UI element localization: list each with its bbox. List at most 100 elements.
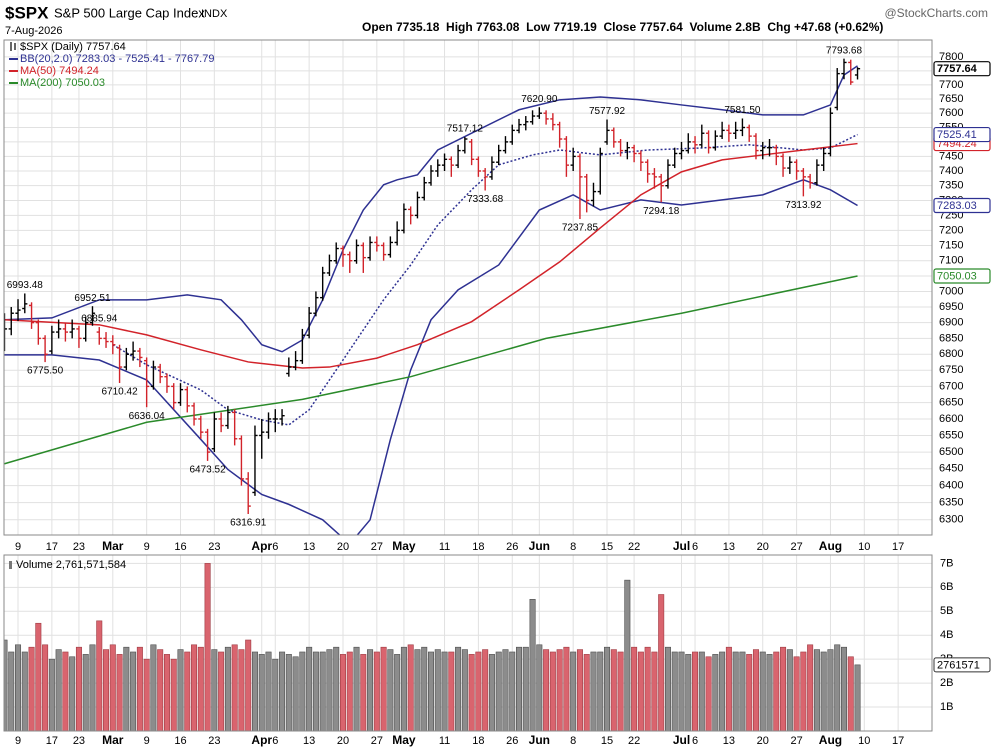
volume-bar <box>285 654 292 731</box>
volume-bar <box>292 656 299 731</box>
x-tick-label: 11 <box>439 735 450 747</box>
volume-bar <box>400 646 407 731</box>
ohlc-bar <box>827 107 834 157</box>
symbol: $SPX <box>5 3 49 22</box>
x-tick-label: 20 <box>337 541 349 553</box>
y-tick-label: 7350 <box>939 180 963 192</box>
volume-bar <box>752 649 759 731</box>
y-tick-label: 6900 <box>939 317 963 329</box>
y-tick-label: 6300 <box>939 514 963 526</box>
ohlc-bar <box>421 176 427 201</box>
ohlc-bar <box>611 127 617 148</box>
x-tick-label: 6 <box>692 541 698 553</box>
volume-bar <box>82 654 89 731</box>
volume-bar <box>576 649 583 731</box>
volume-bar <box>705 656 712 731</box>
volume-bar <box>536 644 543 731</box>
ohlc-bar <box>726 124 732 142</box>
price-annotation: 7517.12 <box>447 124 484 135</box>
volume-bar <box>570 651 577 731</box>
x-tick-label: 18 <box>472 541 484 553</box>
x-tick-label: 23 <box>73 541 85 553</box>
volume-bar <box>725 646 732 731</box>
price-annotation: 6952.51 <box>74 293 111 304</box>
volume-bar <box>529 598 536 731</box>
ohlc-bar <box>42 335 48 363</box>
volume-bar <box>184 651 191 731</box>
volume-bar <box>759 651 766 731</box>
y-tick-label: 7000 <box>939 285 963 297</box>
y-tick-label: 7450 <box>939 150 963 162</box>
volume-bar <box>163 654 170 731</box>
ohlc-bar <box>631 144 637 163</box>
ohlc-bar <box>665 159 671 189</box>
volume-bar <box>692 651 699 731</box>
volume-bar <box>326 649 333 731</box>
ohlc-bar <box>177 383 184 406</box>
volume-bar <box>624 579 631 731</box>
ohlc-bar <box>387 236 393 258</box>
x-tick-label: Aug <box>819 539 842 553</box>
x-tick-label: 17 <box>46 735 58 747</box>
ohlc-bar <box>719 121 725 140</box>
y-tick-label: 7800 <box>939 51 963 63</box>
x-tick-label: 23 <box>208 735 220 747</box>
volume-bar <box>8 651 15 731</box>
x-tick-label: 17 <box>46 541 58 553</box>
volume-bar <box>847 656 854 731</box>
value-tag-label: 2761571 <box>937 659 980 671</box>
ohlc-bar <box>414 191 421 219</box>
volume-bar <box>306 646 313 731</box>
ohlc-bar <box>83 316 89 342</box>
ohlc-bar <box>678 141 685 160</box>
ohlc-bar <box>408 206 414 225</box>
volume-bar <box>590 651 597 731</box>
ohlc-bar <box>76 325 82 348</box>
volume-bar <box>312 651 319 731</box>
value-tag-label: 7283.03 <box>937 200 977 212</box>
ohlc-bar <box>597 147 603 195</box>
volume-bar <box>549 651 556 731</box>
y-tick-label: 2B <box>940 677 953 689</box>
exchange: INDX <box>201 8 228 20</box>
panel-frame <box>3 39 933 536</box>
x-tick-label: Mar <box>102 539 124 553</box>
volume-bar <box>373 651 380 731</box>
volume-bar <box>488 654 495 731</box>
ohlc-bar <box>49 325 55 355</box>
ohlc-bar <box>56 319 62 339</box>
ohlc-bar <box>35 319 41 345</box>
x-tick-label: Mar <box>102 733 124 747</box>
ohlc-bar <box>184 386 190 413</box>
ohlc-bar <box>766 139 773 157</box>
ohlc-bar <box>543 110 549 125</box>
volume-bar <box>150 644 157 731</box>
volume-bar <box>170 658 177 731</box>
panel-frame <box>3 554 933 732</box>
volume-bar <box>468 654 475 731</box>
volume-bar <box>678 651 685 731</box>
volume-bar <box>197 646 204 731</box>
ohlc-bar <box>428 165 434 186</box>
price-annotation: 6636.04 <box>129 411 166 422</box>
volume-bar <box>563 646 570 731</box>
volume-bar <box>109 644 116 731</box>
ohlc-bar <box>570 147 576 171</box>
volume-bar <box>116 654 123 731</box>
x-tick-label: 23 <box>208 541 220 553</box>
x-tick-label: 10 <box>858 541 870 553</box>
x-tick-label: 15 <box>601 541 613 553</box>
quote: Open 7735.18 High 7763.08 Low 7719.19 Cl… <box>362 20 883 34</box>
volume-bar <box>448 651 455 731</box>
ohlc-bar <box>22 293 28 314</box>
x-tick-label: 13 <box>723 735 735 747</box>
volume-bar <box>475 651 482 731</box>
y-tick-label: 6750 <box>939 364 963 376</box>
volume-bar <box>353 646 360 731</box>
ohlc-bar <box>313 291 319 317</box>
value-tag-label: 7525.41 <box>937 129 977 141</box>
ohlc-bar <box>502 136 509 154</box>
price-plot <box>4 58 861 535</box>
ohlc-bar <box>590 182 597 207</box>
ohlc-bar <box>557 121 563 148</box>
